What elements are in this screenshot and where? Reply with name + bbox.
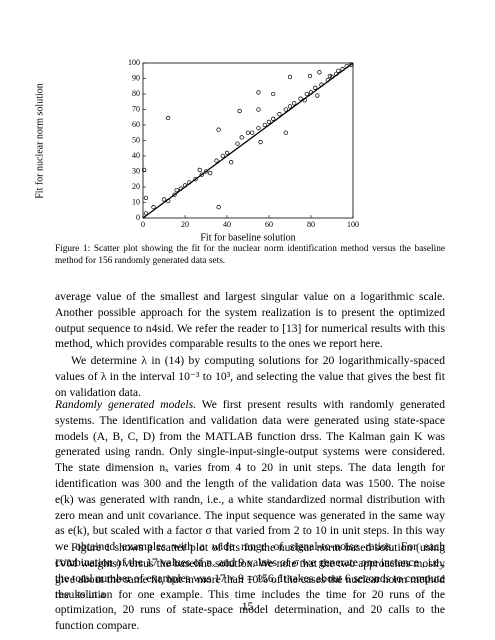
x-tick-label: 20 [181, 220, 189, 229]
scatter-point [317, 70, 322, 75]
scatter-point [277, 111, 282, 117]
scatter-point [327, 73, 333, 79]
scatter-point [166, 115, 171, 121]
section-paragraph: Randomly generated models. We first pres… [55, 397, 445, 634]
scatter-point [256, 107, 261, 112]
scatter-point [283, 130, 288, 135]
scatter-point [187, 180, 192, 185]
x-tick-label: 80 [307, 220, 315, 229]
scatter-point [250, 130, 255, 135]
scatter-point [334, 71, 339, 76]
scatter-point [348, 62, 354, 67]
scatter-point [203, 169, 209, 174]
x-axis-label: Fit for baseline solution [200, 232, 295, 242]
scatter-point [258, 139, 263, 145]
scatter-point [224, 150, 230, 156]
y-tick-label: 10 [132, 197, 140, 206]
scatter-point [329, 74, 335, 80]
scatter-point [239, 135, 244, 140]
scatter-point [172, 192, 177, 197]
scatter-point [151, 204, 156, 210]
scatter-point [216, 127, 221, 132]
scatter-point [340, 67, 345, 72]
run-in-heading: Randomly generated models. [55, 398, 196, 411]
scatter-point [266, 119, 272, 125]
y-tick-label: 80 [132, 89, 140, 98]
paragraph: Figure 1 shows a scatter plot of fits fo… [55, 541, 445, 602]
scatter-point [141, 167, 147, 173]
scatter-point [315, 93, 320, 98]
scatter-point [262, 122, 267, 128]
x-tick-label: 40 [223, 220, 231, 229]
scatter-point [292, 101, 297, 106]
scatter-point [199, 172, 204, 177]
scatter-point [178, 186, 183, 191]
scatter-point [197, 167, 202, 173]
paragraph: We determine λ in (14) by computing solu… [55, 354, 445, 399]
scatter-point [237, 108, 242, 114]
scatter-point [214, 158, 219, 163]
x-tick-label: 60 [265, 220, 273, 229]
scatter-point [313, 85, 318, 90]
scatter-point [182, 183, 188, 188]
y-tick-label: 90 [132, 73, 140, 82]
scatter-point [287, 74, 293, 80]
y-tick-label: 20 [132, 182, 140, 191]
scatter-point [229, 160, 234, 165]
scatter-point [283, 107, 288, 112]
y-tick-label: 60 [132, 120, 140, 129]
scatter-point [304, 91, 309, 97]
scatter-point [193, 177, 198, 182]
scatter-point [216, 204, 221, 210]
x-tick-label: 0 [141, 220, 145, 229]
scatter-point [256, 125, 261, 131]
scatter-point [307, 73, 313, 79]
scatter-point [208, 170, 213, 176]
scatter-point [220, 153, 225, 159]
scatter-point [308, 90, 314, 95]
scatter-point [235, 141, 240, 146]
scatter-point [256, 90, 261, 95]
y-tick-label: 0 [136, 213, 140, 222]
scatter-point [319, 82, 324, 87]
scatter-point [143, 195, 149, 201]
paragraph-text: We first present results with randomly g… [55, 398, 445, 633]
y-tick-label: 40 [132, 151, 140, 160]
scatter-point [302, 98, 307, 103]
scatter-point [336, 68, 341, 73]
scatter-point [245, 130, 251, 135]
scatter-point [344, 63, 349, 69]
y-tick-label: 50 [132, 135, 140, 144]
page-number: 15 [241, 600, 254, 613]
chart: Fit for baseline solution Fit for nuclea… [34, 58, 359, 242]
scatter-point [161, 197, 167, 202]
scatter-point [298, 96, 303, 101]
y-tick-label: 70 [132, 104, 140, 113]
scatter-point [271, 116, 276, 121]
scatter-point [287, 104, 293, 109]
y-tick-label: 100 [128, 58, 140, 67]
reference-line [142, 62, 354, 219]
scatter-point [325, 77, 330, 83]
scatter-point [174, 187, 179, 193]
x-tick-label: 100 [347, 220, 359, 229]
y-tick-label: 30 [132, 166, 140, 175]
y-axis-label: Fit for nuclear norm solution [34, 83, 45, 199]
scatter-point [143, 211, 149, 216]
scatter-point [271, 91, 276, 97]
paragraph: average value of the smallest and larges… [55, 290, 445, 351]
scatter-point [166, 198, 171, 204]
figure-caption: Figure 1: Scatter plot showing the fit f… [55, 244, 445, 266]
